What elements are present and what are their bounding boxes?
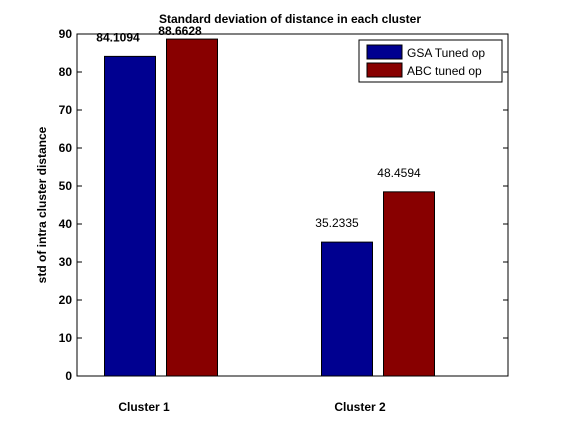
y-tick-label: 30 xyxy=(59,255,73,269)
data-label: 48.4594 xyxy=(377,166,421,180)
legend-swatch xyxy=(366,44,403,60)
plot-area: 0 10 20 30 40 50 60 70 80 90 84.1094 35.2335 88.6628… xyxy=(59,24,509,414)
bar-gsa-tuned-op-2 xyxy=(321,241,373,377)
y-tick-label: 50 xyxy=(59,179,73,193)
y-axis-label: std of intra cluster distance xyxy=(35,126,49,283)
legend-entry: ABC tuned op xyxy=(407,64,482,78)
x-category-label: Cluster 2 xyxy=(334,400,386,414)
legend: GSA Tuned op ABC tuned op xyxy=(358,39,503,83)
bar-abc-tuned-op-2 xyxy=(383,191,435,377)
legend-entry: GSA Tuned op xyxy=(407,46,485,60)
y-tick-label: 40 xyxy=(59,217,73,231)
y-tick-label: 90 xyxy=(59,27,73,41)
y-tick-label: 20 xyxy=(59,293,73,307)
data-label: 84.1094 xyxy=(96,30,140,44)
bar-gsa-tuned-op-1 xyxy=(104,55,156,377)
data-label: 88.6628 xyxy=(158,24,202,38)
y-tick-label: 10 xyxy=(59,331,73,345)
x-category-label: Cluster 1 xyxy=(118,400,170,414)
y-tick-label: 80 xyxy=(59,65,73,79)
y-tick-label: 70 xyxy=(59,103,73,117)
y-tick-label: 0 xyxy=(65,369,72,383)
chart-title: Standard deviation of distance in each c… xyxy=(159,12,421,26)
data-label: 35.2335 xyxy=(315,216,359,230)
legend-swatch xyxy=(366,62,403,78)
bar-abc-tuned-op-1 xyxy=(166,38,218,377)
y-tick-label: 60 xyxy=(59,141,73,155)
